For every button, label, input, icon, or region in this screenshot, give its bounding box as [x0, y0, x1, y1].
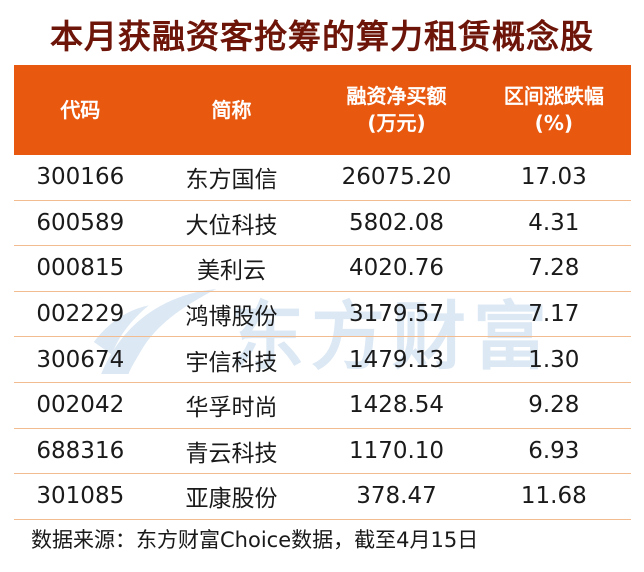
cell-net-buy: 26075.20: [341, 164, 452, 191]
table-header: 代码 简称 融资净买额 (万元) 区间涨跌幅 (%): [14, 65, 631, 155]
cell-change: 17.03: [520, 164, 587, 191]
cell-name: 宇信科技: [185, 349, 278, 376]
cell-code: 002229: [36, 301, 125, 328]
cell-change: 7.17: [528, 301, 580, 328]
cell-code: 600589: [36, 209, 125, 236]
cell-code: 301085: [36, 483, 125, 510]
stock-table: 东方财富 代码 简称 融资净买额 (万元) 区间涨跌幅 (%) 300166 东方…: [14, 65, 631, 520]
cell-change: 4.31: [528, 209, 580, 236]
table-row: 300166 东方国信 26075.20 17.03: [14, 155, 631, 201]
cell-code: 688316: [36, 437, 125, 464]
cell-name: 华孚时尚: [185, 395, 278, 422]
column-header-net-buy: 融资净买额 (万元): [347, 83, 447, 137]
cell-code: 300166: [36, 164, 125, 191]
cell-net-buy: 378.47: [356, 483, 437, 510]
table-row: 688316 青云科技 1170.10 6.93: [14, 429, 631, 475]
cell-net-buy: 4020.76: [348, 255, 445, 282]
table-row: 600589 大位科技 5802.08 4.31: [14, 201, 631, 247]
column-header-unit: (万元): [367, 111, 426, 135]
table-row: 002229 鸿博股份 3179.57 7.17: [14, 292, 631, 338]
cell-code: 000815: [36, 255, 125, 282]
cell-change: 7.28: [528, 255, 580, 282]
cell-name: 美利云: [196, 258, 266, 285]
column-header-label: 融资净买额: [346, 84, 447, 108]
column-header-change: 区间涨跌幅 (%): [504, 83, 604, 137]
cell-change: 6.93: [528, 437, 580, 464]
table-row: 002042 华孚时尚 1428.54 9.28: [14, 383, 631, 429]
cell-code: 300674: [36, 346, 125, 373]
column-header-code: 代码: [60, 97, 100, 124]
cell-change: 11.68: [520, 483, 587, 510]
cell-net-buy: 3179.57: [348, 301, 445, 328]
cell-net-buy: 1170.10: [348, 437, 445, 464]
column-header-label: 简称: [211, 97, 252, 122]
source-note: 数据来源：东方财富Choice数据，截至4月15日: [31, 528, 479, 552]
cell-name: 青云科技: [185, 440, 278, 467]
cell-net-buy: 5802.08: [348, 209, 445, 236]
cell-change: 9.28: [528, 392, 580, 419]
table-row: 000815 美利云 4020.76 7.28: [14, 246, 631, 292]
column-header-name: 简称: [211, 97, 251, 124]
cell-net-buy: 1479.13: [348, 346, 445, 373]
column-header-label: 区间涨跌幅: [503, 84, 604, 108]
table-row: 300674 宇信科技 1479.13 1.30: [14, 337, 631, 383]
cell-net-buy: 1428.54: [348, 392, 445, 419]
cell-name: 东方国信: [185, 167, 278, 194]
column-header-label: 代码: [60, 97, 101, 122]
cell-code: 002042: [36, 392, 125, 419]
cell-name: 大位科技: [185, 212, 278, 239]
cell-change: 1.30: [528, 346, 580, 373]
cell-name: 鸿博股份: [185, 304, 278, 331]
column-header-unit: (%): [534, 111, 573, 135]
page-title: 本月获融资客抢筹的算力租赁概念股: [50, 17, 594, 56]
cell-name: 亚康股份: [185, 486, 278, 513]
table-body: 300166 东方国信 26075.20 17.03 600589 大位科技 5802.08…: [14, 155, 631, 520]
table-row: 301085 亚康股份 378.47 11.68: [14, 474, 631, 520]
